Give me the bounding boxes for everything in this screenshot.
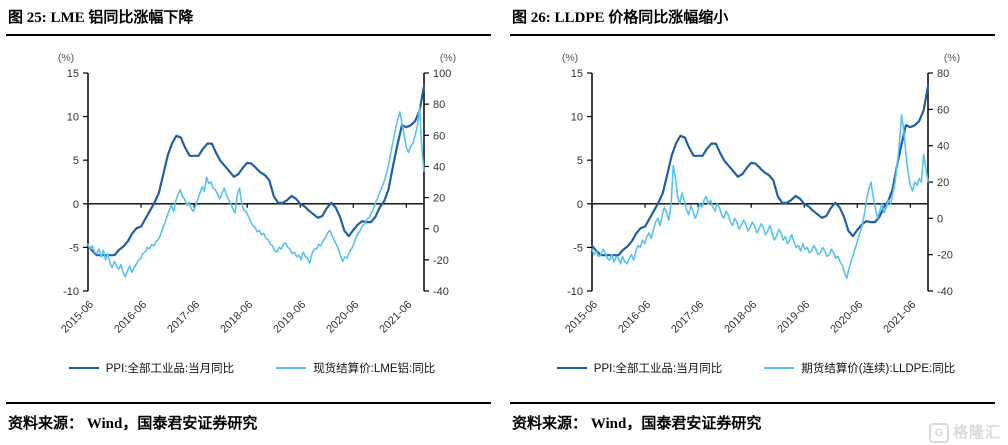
right-tick-label: -20 <box>937 250 953 262</box>
left-tick-label: -10 <box>63 286 79 298</box>
x-tick-label: 2021-06 <box>881 299 918 336</box>
left-axis-unit: (%) <box>562 52 578 64</box>
x-tick-label: 2017-06 <box>165 299 202 336</box>
source-text-2: 资料来源： Wind，国泰君安证券研究 <box>512 416 762 432</box>
left-tick-label: 10 <box>67 112 79 124</box>
left-tick-label: 10 <box>571 112 583 124</box>
legend-item-ppi: PPI:全部工业品:当月同比 <box>68 360 235 376</box>
right-tick-label: 40 <box>937 141 949 153</box>
legend-item-lldpe: 期货结算价(连续):LLDPE:同比 <box>764 360 955 376</box>
right-axis-unit: (%) <box>944 52 960 64</box>
x-tick-label: 2016-06 <box>616 299 653 336</box>
source-text: 资料来源： Wind，国泰君安证券研究 <box>8 416 258 432</box>
x-tick-label: 2019-06 <box>775 299 812 336</box>
right-tick-label: -40 <box>937 286 953 298</box>
left-tick-label: -5 <box>69 242 79 254</box>
right-tick-label: 100 <box>433 68 451 80</box>
lldpe-price-yoy-chart: 15 10 5 0 -5 -10 80 60 40 20 0 -20 -40 (%) (%) 2015-06 2… <box>562 52 960 336</box>
legend-item-lme: 现货结算价:LME铝:同比 <box>276 360 435 376</box>
x-tick-label: 2018-06 <box>218 299 255 336</box>
ppi-line-swatch-2 <box>556 367 587 369</box>
left-tick-label: 15 <box>571 68 583 80</box>
chart-title-26: 图 26: LLDPE 价格同比涨幅缩小 <box>510 0 995 36</box>
gelonghui-logo-text: 格隆汇 <box>952 424 1001 441</box>
x-tick-label: 2018-06 <box>722 299 759 336</box>
panel-figure-25: 图 25: LME 铝同比涨幅下降 15 10 5 0 -5 -10 100 80 60 40 20… <box>0 0 504 434</box>
legend-26: PPI:全部工业品:当月同比 期货结算价(连续):LLDPE:同比 <box>504 358 1008 378</box>
right-tick-label: 40 <box>433 161 445 173</box>
legend-25: PPI:全部工业品:当月同比 现货结算价:LME铝:同比 <box>0 358 504 378</box>
legend-item-ppi-2: PPI:全部工业品:当月同比 <box>556 360 723 376</box>
series-line-0 <box>590 84 930 257</box>
chart-title-25: 图 25: LME 铝同比涨幅下降 <box>6 0 491 36</box>
right-tick-label: 80 <box>937 68 949 80</box>
x-tick-label: 2020-06 <box>324 299 361 336</box>
lldpe-line-swatch <box>764 367 795 369</box>
legend-label-ppi: PPI:全部工业品:当月同比 <box>105 363 235 375</box>
right-tick-label: -20 <box>433 255 449 267</box>
left-tick-label: 5 <box>577 155 583 167</box>
x-tick-label: 2016-06 <box>112 299 149 336</box>
right-tick-label: 0 <box>937 213 943 225</box>
gelonghui-logo-icon: G <box>928 423 949 443</box>
left-tick-label: 0 <box>577 199 583 211</box>
series-line-0 <box>86 84 426 257</box>
x-tick-label: 2015-06 <box>563 299 600 336</box>
x-tick-label: 2020-06 <box>828 299 865 336</box>
left-tick-label: 0 <box>73 199 79 211</box>
legend-label-lme: 现货结算价:LME铝:同比 <box>313 363 436 375</box>
right-tick-label: 20 <box>937 177 949 189</box>
source-note-right: 资料来源： Wind，国泰君安证券研究 G 格隆汇 <box>510 402 1000 443</box>
left-axis-unit: (%) <box>58 52 74 64</box>
left-tick-label: 15 <box>67 68 79 80</box>
right-axis-unit: (%) <box>440 52 456 64</box>
left-tick-label: 5 <box>73 155 79 167</box>
right-tick-label: 20 <box>433 193 445 205</box>
right-tick-label: 80 <box>433 99 445 111</box>
legend-label-lldpe: 期货结算价(连续):LLDPE:同比 <box>801 363 956 375</box>
x-tick-label: 2021-06 <box>377 299 414 336</box>
ppi-line-swatch <box>68 367 99 369</box>
right-tick-label: 60 <box>433 130 445 142</box>
x-tick-label: 2019-06 <box>271 299 308 336</box>
series-line-1 <box>591 114 929 280</box>
left-tick-label: -10 <box>567 286 583 298</box>
left-tick-label: -5 <box>573 242 583 254</box>
source-note-left: 资料来源： Wind，国泰君安证券研究 <box>6 402 491 434</box>
right-tick-label: 60 <box>937 104 949 116</box>
x-tick-label: 2015-06 <box>59 299 96 336</box>
right-tick-label: -40 <box>433 286 449 298</box>
lme-aluminum-yoy-chart: 15 10 5 0 -5 -10 100 80 60 40 20 0 -20 -40 (%) (%) 2015-… <box>58 52 456 336</box>
series-line-1 <box>87 106 425 278</box>
panel-figure-26: 图 26: LLDPE 价格同比涨幅缩小 15 10 5 0 -5 -10 80 60 40 20… <box>504 0 1008 445</box>
lme-line-swatch <box>276 367 307 369</box>
gelonghui-watermark: G 格隆汇 <box>928 423 1001 443</box>
legend-label-ppi-2: PPI:全部工业品:当月同比 <box>593 363 723 375</box>
right-tick-label: 0 <box>433 224 439 236</box>
x-tick-label: 2017-06 <box>669 299 706 336</box>
